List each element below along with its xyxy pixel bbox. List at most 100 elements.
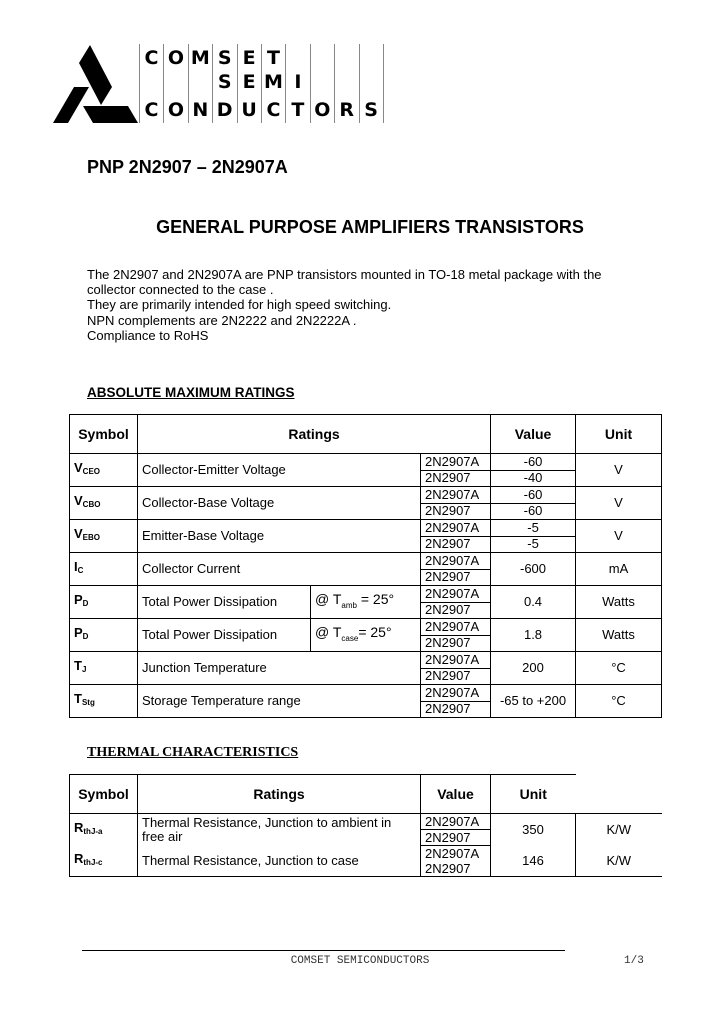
logo-letter: O — [167, 99, 184, 121]
part-cell: 2N2907 — [419, 469, 492, 487]
symbol-letter: R — [74, 819, 84, 835]
abs-max-table: Symbol Ratings Value Unit VCEO Collector-… — [69, 414, 663, 718]
unit-cell: mA — [575, 552, 663, 586]
part-title: PNP 2N2907 – 2N2907A — [87, 157, 288, 177]
logo-letter: E — [242, 47, 256, 69]
table-row: VCEO Collector-Emitter Voltage 2N2907A -60 V — [69, 453, 663, 487]
part-cell: 2N2907A — [419, 618, 492, 636]
logo-letter: U — [241, 99, 257, 121]
logo-divider — [383, 44, 384, 123]
symbol-cell: RthJ-c — [69, 845, 138, 877]
footer-divider — [82, 950, 565, 951]
header-ratings: Ratings — [137, 774, 421, 814]
symbol-letter: V — [74, 493, 83, 508]
condition-prefix: @ T — [315, 590, 342, 607]
part-cell: 2N2907A — [419, 486, 492, 504]
logo-letter: O — [314, 99, 331, 121]
value-cell: -65 to +200 — [490, 684, 577, 718]
symbol-letter: T — [74, 691, 82, 706]
logo-divider — [139, 44, 140, 123]
logo-divider — [358, 44, 360, 123]
part-cell: 2N2907 — [419, 568, 492, 586]
value-cell: -5 — [490, 519, 577, 537]
table-row: 2N2907 — [70, 829, 662, 846]
thermal-table: Symbol Ratings Value Unit RthJ-a Thermal … — [69, 774, 662, 877]
table-row: 2N2907 -5 — [70, 535, 662, 553]
header-unit: Unit — [490, 774, 576, 814]
table-header-row: Symbol Ratings Value Unit — [69, 774, 662, 814]
thermal-heading: THERMAL CHARACTERISTICS — [87, 745, 299, 760]
part-cell: 2N2907A — [419, 453, 492, 471]
table-row: TStg Storage Temperature range 2N2907A -65 … — [69, 684, 663, 718]
condition-subscript: case — [341, 633, 359, 643]
rating-cell: Thermal Resistance, Junction to case — [137, 845, 421, 877]
logo-letter: T — [291, 99, 305, 121]
symbol-cell: PD — [69, 585, 138, 619]
rating-cell: Emitter-Base Voltage — [137, 519, 421, 553]
value-cell: -60 — [490, 486, 577, 504]
footer-company: COMSET SEMICONDUCTORS — [290, 955, 430, 967]
logo-letter: S — [217, 47, 232, 69]
rating-cell: Thermal Resistance, Junction to ambient … — [137, 813, 421, 846]
symbol-subscript: EBO — [82, 533, 101, 542]
symbol-subscript: C — [77, 566, 84, 575]
part-cell: 2N2907A — [419, 684, 492, 702]
logo-letter: C — [144, 47, 159, 69]
symbol-cell: TJ — [69, 651, 138, 685]
symbol-letter: T — [74, 658, 82, 673]
unit-cell: V — [575, 519, 663, 553]
logo-letter: T — [267, 47, 280, 69]
symbol-cell: TStg — [69, 684, 138, 718]
rating-cell: Collector Current — [137, 552, 421, 586]
condition-subscript: amb — [341, 600, 357, 610]
unit-cell: K/W — [575, 813, 662, 846]
value-cell: 200 — [490, 651, 577, 685]
header-symbol: Symbol — [69, 414, 138, 454]
part-cell: 2N2907 — [420, 861, 491, 877]
part-cell: 2N2907 — [419, 535, 492, 553]
header-ratings: Ratings — [136, 414, 492, 454]
symbol-letter: V — [74, 460, 83, 475]
intro-text: The 2N2907 and 2N2907A are PNP transisto… — [87, 267, 602, 343]
logo-letter: M — [190, 47, 210, 69]
page-number: 1/3 — [624, 955, 644, 967]
table-row: VEBO Emitter-Base Voltage 2N2907A -5 V — [69, 519, 663, 553]
symbol-subscript: D — [82, 632, 89, 641]
symbol-cell: VEBO — [69, 519, 138, 553]
logo-divider — [163, 44, 165, 123]
value-cell: 0.4 — [490, 585, 577, 619]
table-row: 2N2907 — [70, 861, 662, 877]
condition-suffix: = 25° — [356, 590, 395, 607]
symbol-subscript: CBO — [82, 500, 101, 509]
condition-cell: @ Tamb = 25° — [310, 585, 421, 619]
value-cell: -5 — [490, 535, 577, 553]
unit-cell: K/W — [575, 845, 662, 877]
unit-cell: °C — [575, 651, 663, 685]
rating-line: free air — [142, 828, 183, 844]
symbol-letter: R — [74, 850, 84, 866]
symbol-letter: P — [74, 625, 83, 640]
table-row: 2N2907 — [70, 601, 662, 619]
part-cell: 2N2907A — [420, 813, 491, 830]
intro-line: Compliance to RoHS — [87, 327, 209, 343]
condition-suffix: = 25° — [358, 623, 392, 640]
condition-cell: @ Tcase= 25° — [310, 618, 421, 652]
unit-cell: Watts — [575, 585, 663, 619]
part-cell: 2N2907 — [419, 502, 492, 520]
logo-divider — [334, 44, 336, 123]
symbol-letter: I — [74, 559, 78, 574]
table-header-row: Symbol Ratings Value Unit — [69, 414, 663, 454]
symbol-cell: VCBO — [69, 486, 138, 520]
logo-letter: I — [294, 71, 302, 93]
symbol-cell: IC — [69, 552, 138, 586]
header-value: Value — [420, 774, 491, 814]
logo-letter: M — [264, 71, 283, 93]
logo-divider — [212, 44, 214, 123]
symbol-subscript: Stg — [81, 698, 95, 707]
part-cell: 2N2907A — [419, 552, 492, 570]
rating-cell: Collector-Base Voltage — [137, 486, 421, 520]
condition-prefix: @ T — [315, 623, 342, 640]
table-row: IC Collector Current 2N2907A -600 mA — [69, 552, 663, 586]
logo-letter: D — [216, 99, 233, 121]
value-cell: -600 — [490, 552, 577, 586]
